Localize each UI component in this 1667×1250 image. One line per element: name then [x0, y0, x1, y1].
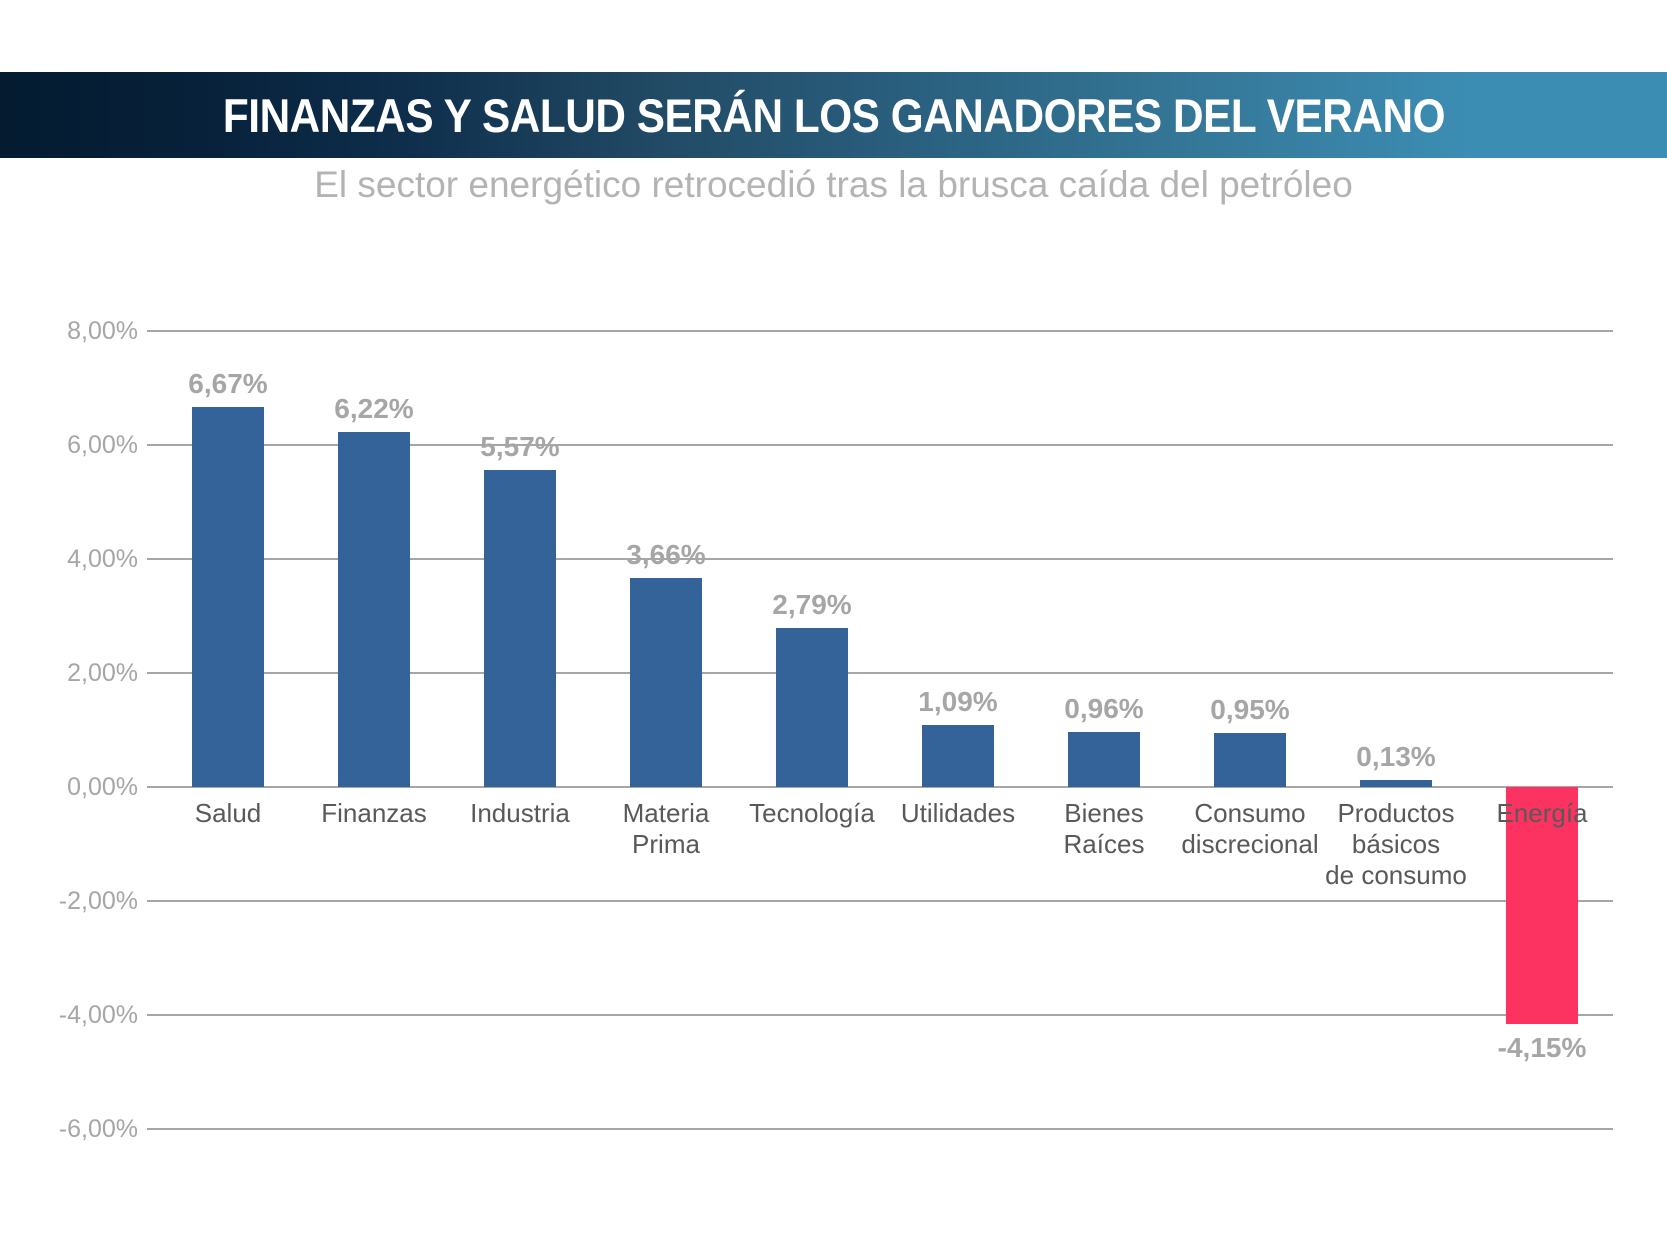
gridline-8-00: [147, 330, 1613, 332]
bar-productos-basicos-de-consumo: [1360, 779, 1432, 787]
value-label-productos-basicos-de-consumo: 0,13%: [1356, 740, 1436, 772]
y-axis-label-2-00: 2,00%: [67, 659, 138, 687]
y-axis-label-8-00: 8,00%: [67, 317, 138, 345]
gridline-2-00: [147, 900, 1613, 902]
value-label-materia-prima: 3,66%: [626, 539, 706, 571]
gridline-6-00: [147, 1128, 1613, 1130]
y-axis-label-6-00: 6,00%: [67, 431, 138, 459]
bar-industria: [484, 469, 556, 787]
chart-subtitle: El sector energético retrocedió tras la …: [314, 164, 1353, 205]
value-label-industria: 5,57%: [480, 430, 560, 462]
value-label-bienes-raices: 0,96%: [1064, 693, 1144, 725]
gridline-0-00: [147, 786, 1613, 788]
value-label-energia: -4,15%: [1497, 1031, 1587, 1063]
category-label-utilidades: Utilidades: [900, 798, 1016, 828]
category-label-consumo-discrecional: Consumo discrecional: [1181, 798, 1319, 859]
category-label-tecnologia: Tecnología: [749, 798, 875, 828]
gridline-4-00: [147, 1014, 1613, 1016]
value-label-consumo-discrecional: 0,95%: [1210, 693, 1290, 725]
category-label-materia-prima: Materia Prima: [622, 798, 710, 859]
bar-salud: [192, 406, 264, 787]
chart-title: FINANZAS Y SALUD SERÁN LOS GANADORES DEL…: [222, 88, 1445, 142]
gridline-6-00: [147, 444, 1613, 446]
gridline-4-00: [147, 558, 1613, 560]
category-label-productos-basicos-de-consumo: Productos básicos de consumo: [1325, 798, 1467, 890]
bar-finanzas: [338, 432, 410, 787]
y-axis-label-0-00: 0,00%: [67, 773, 138, 801]
category-label-bienes-raices: Bienes Raíces: [1063, 798, 1145, 859]
value-label-finanzas: 6,22%: [334, 393, 414, 425]
category-label-finanzas: Finanzas: [321, 798, 427, 828]
bar-energia: [1506, 787, 1578, 1024]
y-axis-label-4-00: -4,00%: [58, 1001, 138, 1029]
gridline-2-00: [147, 672, 1613, 674]
bar-materia-prima: [630, 578, 702, 787]
category-label-salud: Salud: [194, 798, 262, 828]
category-label-industria: Industria: [470, 798, 570, 828]
bar-tecnologia: [776, 627, 848, 787]
y-axis-label-4-00: 4,00%: [67, 545, 138, 573]
bar-bienes-raices: [1068, 732, 1140, 787]
value-label-tecnologia: 2,79%: [772, 588, 852, 620]
bar-utilidades: [922, 724, 994, 787]
category-label-energia: Energía: [1496, 798, 1588, 828]
bar-consumo-discrecional: [1214, 732, 1286, 787]
header-banner: FINANZAS Y SALUD SERÁN LOS GANADORES DEL…: [0, 72, 1667, 158]
value-label-utilidades: 1,09%: [918, 685, 998, 717]
value-label-salud: 6,67%: [188, 367, 268, 399]
y-axis-label-2-00: -2,00%: [58, 887, 138, 915]
y-axis-label-6-00: -6,00%: [58, 1115, 138, 1143]
